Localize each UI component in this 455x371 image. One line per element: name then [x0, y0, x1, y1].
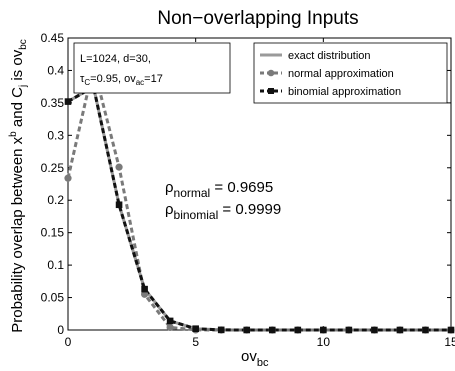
y-ticks: 0 0.05 0.1 0.15 0.2 0.25 0.3 0.35 0.4 0.45: [41, 31, 451, 337]
data-point: [447, 326, 455, 334]
data-point: [64, 98, 72, 105]
series-line-3: [67, 85, 451, 332]
legend-entry-exact: exact distribution: [260, 50, 371, 62]
data-point: [192, 325, 199, 333]
series-line-2: [66, 65, 451, 332]
series-lines: [66, 65, 451, 332]
y-tick-label: 0.2: [47, 193, 64, 207]
y-tick-label: 0.3: [47, 128, 64, 142]
y-tick-label: 0.25: [41, 161, 65, 175]
data-point: [115, 201, 123, 209]
data-point: [396, 326, 404, 334]
data-point: [243, 326, 251, 334]
legend-entry-binomial: binomial approximation: [260, 86, 401, 98]
legend-label-exact: exact distribution: [288, 50, 371, 62]
data-point: [371, 326, 378, 334]
data-point: [345, 326, 353, 334]
data-point: [422, 326, 429, 334]
data-point: [294, 326, 302, 334]
legend: exact distribution normal approximation …: [253, 42, 448, 104]
data-point: [268, 326, 276, 334]
data-point: [217, 326, 225, 334]
y-tick-label: 0.15: [41, 226, 65, 240]
rho-binomial-annotation: ρbinomial = 0.9999: [165, 201, 281, 222]
series-markers: [64, 62, 455, 334]
x-tick-label: 15: [444, 335, 455, 349]
parameter-line-1: L=1024, d=30,: [80, 53, 151, 65]
data-point: [166, 317, 174, 325]
legend-label-binomial: binomial approximation: [288, 86, 401, 98]
y-tick-label: 0.05: [41, 291, 65, 305]
x-tick-label: 0: [65, 335, 72, 349]
legend-label-normal: normal approximation: [288, 68, 394, 80]
data-point: [166, 323, 174, 332]
legend-entry-normal: normal approximation: [260, 68, 394, 80]
y-axis-label: Probability overlap between xb and Cj is…: [8, 39, 29, 333]
x-axis-label: ovbc: [241, 348, 269, 369]
y-tick-label: 0.45: [41, 31, 65, 45]
parameter-line-2: τC=0.95, ovac=17: [80, 73, 163, 87]
x-tick-label: 5: [192, 335, 199, 349]
y-tick-label: 0.35: [41, 96, 65, 110]
data-point: [115, 163, 123, 171]
data-point: [320, 326, 327, 334]
x-tick-label: 10: [317, 335, 331, 349]
data-point: [141, 285, 148, 293]
data-point: [141, 290, 149, 298]
rho-normal-annotation: ρnormal = 0.9695: [165, 179, 273, 200]
y-tick-label: 0: [57, 323, 64, 337]
data-point: [64, 174, 72, 182]
parameter-box: L=1024, d=30, τC=0.95, ovac=17: [73, 42, 231, 94]
chart-title: Non−overlapping Inputs: [157, 8, 358, 29]
y-tick-label: 0.1: [47, 258, 64, 272]
y-tick-label: 0.4: [47, 63, 64, 77]
